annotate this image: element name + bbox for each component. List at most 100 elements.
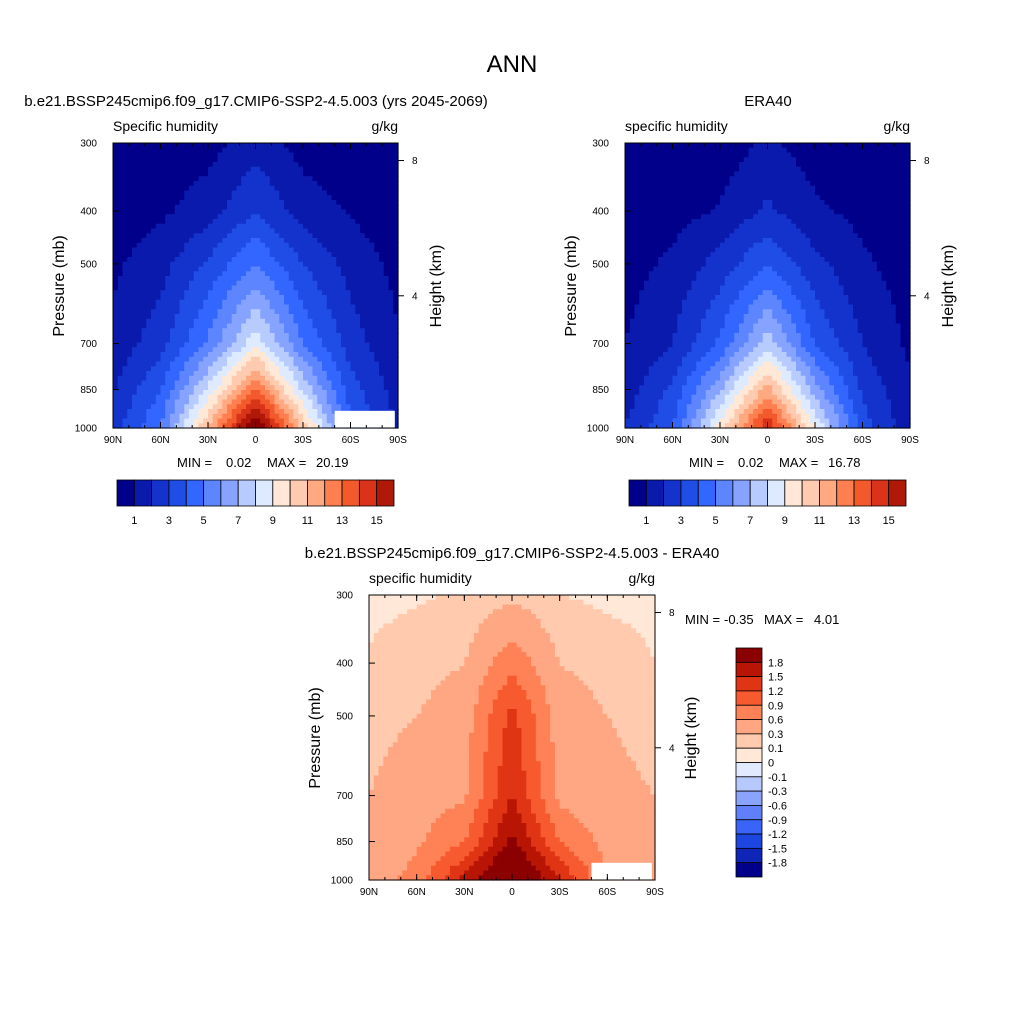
field-cell [170, 328, 176, 334]
field-cell [364, 352, 371, 358]
field-cell [127, 257, 133, 263]
field-cell [136, 242, 143, 249]
field-cell [203, 242, 209, 249]
field-cell [203, 257, 209, 263]
field-cell [151, 271, 157, 277]
field-cell [236, 181, 242, 187]
field-cell [312, 371, 318, 377]
field-cell [350, 143, 356, 149]
field-cell [113, 176, 119, 182]
field-cell [193, 271, 200, 277]
field-cell [184, 266, 190, 272]
field-cell [743, 233, 750, 239]
field-cell [905, 228, 911, 234]
field-cell [217, 190, 223, 196]
field-cell [217, 209, 223, 215]
field-cell [122, 219, 128, 225]
field-cell [838, 219, 845, 225]
field-cell [345, 228, 352, 234]
field-cell [705, 143, 712, 149]
field-cell [179, 181, 185, 187]
field-cell [815, 152, 821, 158]
field-cell [663, 181, 669, 187]
field-cell [341, 394, 347, 401]
field-cell [762, 233, 769, 239]
field-cell [298, 318, 304, 325]
field-cell [691, 209, 697, 215]
field-cell [658, 143, 664, 149]
field-cell [189, 328, 195, 334]
field-cell [117, 328, 124, 334]
field-cell [307, 209, 314, 215]
field-cell [853, 181, 859, 187]
field-cell [250, 347, 257, 353]
field-cell [136, 366, 143, 372]
field-cell [705, 204, 712, 211]
field-cell [189, 309, 195, 315]
field-cell [141, 418, 147, 424]
field-cell [364, 328, 371, 334]
field-cell [379, 257, 385, 263]
field-cell [212, 209, 219, 215]
field-cell [298, 285, 304, 291]
field-cell [648, 195, 655, 201]
field-cell [900, 204, 906, 211]
field-cell [279, 233, 285, 239]
field-cell [151, 356, 157, 363]
field-cell [241, 352, 247, 358]
field-cell [303, 219, 309, 225]
field-cell [246, 366, 252, 372]
field-cell [193, 295, 200, 301]
field-cell [246, 304, 252, 310]
field-cell [857, 181, 864, 187]
field-cell [193, 181, 200, 187]
field-cell [307, 257, 314, 263]
field-cell [838, 166, 845, 173]
field-cell [886, 209, 892, 215]
field-cell [891, 162, 897, 168]
field-cell [179, 223, 185, 230]
field-cell [379, 147, 385, 154]
field-cell [393, 423, 399, 429]
field-cell [762, 190, 769, 196]
field-cell [165, 309, 171, 315]
field-cell [146, 176, 152, 182]
field-cell [260, 223, 266, 230]
field-cell [648, 190, 655, 196]
field-cell [639, 171, 645, 177]
field-cell [393, 209, 399, 215]
field-cell [179, 375, 185, 382]
field-cell [208, 147, 214, 154]
field-cell [379, 280, 385, 287]
field-cell [838, 190, 845, 196]
field-cell [127, 223, 133, 230]
field-cell [217, 261, 223, 268]
field-cell [227, 181, 233, 187]
field-cell [255, 271, 261, 277]
field-cell [374, 285, 380, 291]
field-cell [867, 195, 873, 201]
field-cell [379, 214, 385, 220]
field-cell [625, 233, 631, 239]
field-cell [644, 195, 650, 201]
field-cell [212, 290, 219, 296]
field-cell [250, 394, 257, 401]
field-cell [374, 190, 380, 196]
field-cell [303, 252, 309, 258]
field-cell [255, 247, 261, 253]
field-cell [625, 238, 631, 244]
field-cell [625, 195, 631, 201]
field-cell [331, 233, 337, 239]
field-cell [246, 285, 252, 291]
field-cell [767, 176, 773, 182]
field-cell [279, 166, 285, 173]
field-cell [260, 176, 266, 182]
field-cell [800, 176, 807, 182]
field-cell [629, 190, 636, 196]
field-cell [122, 171, 128, 177]
field-cell [900, 185, 906, 192]
field-cell [838, 223, 845, 230]
field-cell [867, 152, 873, 158]
field-cell [165, 375, 171, 382]
field-cell [667, 190, 674, 196]
